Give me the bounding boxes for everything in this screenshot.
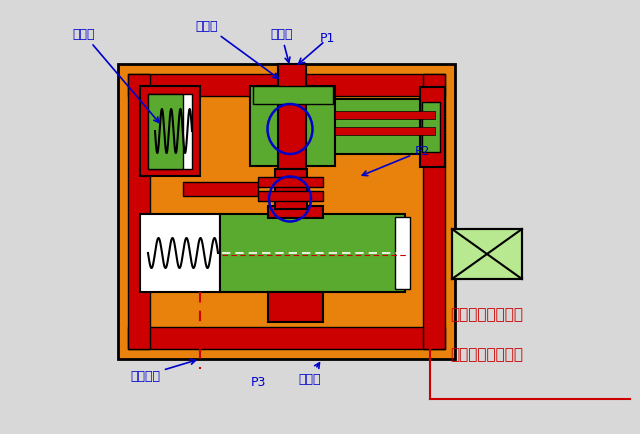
Bar	[220, 214, 405, 293]
Bar	[335, 112, 435, 120]
Bar	[395, 217, 410, 289]
Bar	[268, 293, 323, 322]
Bar	[258, 191, 323, 201]
Bar	[118, 65, 455, 359]
Text: 当出口压力降底时: 当出口压力降底时	[450, 307, 523, 322]
Bar	[452, 230, 522, 279]
Text: 节流口: 节流口	[72, 28, 159, 123]
Bar	[148, 95, 183, 170]
Text: 进油口: 进油口	[270, 28, 292, 63]
Text: 出油口: 出油口	[298, 363, 321, 385]
Bar	[422, 103, 440, 153]
Bar	[140, 214, 220, 293]
Bar	[423, 75, 445, 349]
Bar	[335, 128, 435, 136]
Text: 泄露油口: 泄露油口	[130, 359, 196, 382]
Bar	[250, 87, 335, 167]
Text: 当出口压力升高时: 当出口压力升高时	[450, 347, 523, 362]
Text: P1: P1	[320, 31, 335, 44]
Bar	[128, 75, 445, 97]
Bar	[128, 75, 150, 349]
Text: P2: P2	[362, 145, 430, 176]
Bar	[253, 87, 333, 105]
Bar	[140, 87, 200, 177]
Bar	[278, 65, 306, 170]
Bar	[335, 100, 435, 155]
Text: P3: P3	[250, 376, 266, 388]
Bar	[258, 178, 323, 187]
Text: 减压口: 减压口	[195, 20, 278, 79]
Bar	[183, 183, 258, 197]
Bar	[128, 327, 445, 349]
Bar	[148, 95, 192, 170]
Bar	[420, 88, 445, 168]
Bar	[275, 170, 307, 210]
Bar	[452, 230, 522, 279]
Bar	[268, 207, 323, 218]
